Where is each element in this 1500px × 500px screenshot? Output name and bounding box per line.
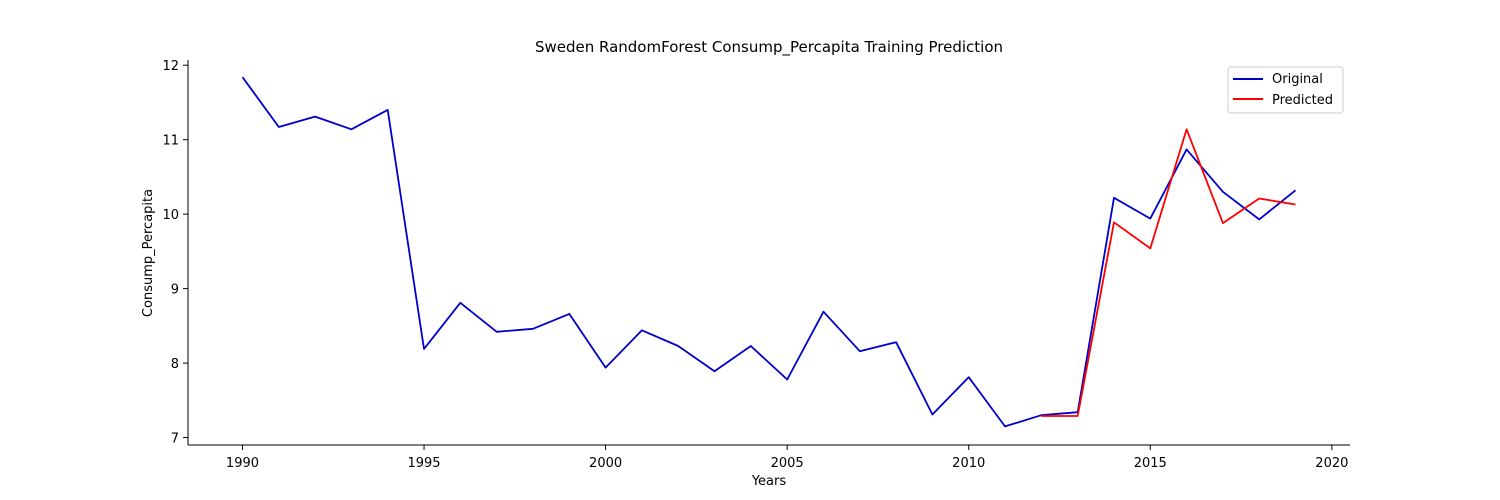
- x-tick-label: 2000: [589, 456, 622, 471]
- legend: Original Predicted: [1227, 66, 1344, 114]
- series-line-predicted: [1041, 128, 1296, 417]
- x-axis-label: Years: [751, 474, 787, 489]
- x-ticks: 1990 1995 2000 2005 2010 2015 2020: [226, 445, 1348, 471]
- x-tick-label: 2010: [952, 456, 985, 471]
- plot-area: 1990 1995 2000 2005 2010 2015 2020 7 8 9 10 11 12: [162, 59, 1350, 471]
- chart-title: Sweden RandomForest Consump_Percapita Tr…: [535, 38, 1003, 57]
- y-tick-label: 7: [171, 432, 179, 447]
- legend-label-original: Original: [1272, 72, 1323, 87]
- y-tick-label: 12: [162, 59, 179, 74]
- x-tick-label: 1995: [407, 456, 440, 471]
- y-tick-label: 10: [162, 208, 179, 223]
- y-tick-label: 11: [162, 134, 179, 149]
- y-axis-label: Consump_Percapita: [141, 189, 156, 317]
- x-tick-label: 2005: [771, 456, 804, 471]
- y-tick-label: 9: [171, 283, 179, 298]
- x-tick-label: 2015: [1134, 456, 1167, 471]
- x-tick-label: 1990: [226, 456, 259, 471]
- series-line-original: [241, 76, 1297, 428]
- legend-label-predicted: Predicted: [1272, 93, 1333, 108]
- x-tick-label: 2020: [1315, 456, 1348, 471]
- y-tick-label: 8: [171, 357, 179, 372]
- y-ticks: 7 8 9 10 11 12: [162, 59, 188, 447]
- series-layer: [241, 76, 1297, 428]
